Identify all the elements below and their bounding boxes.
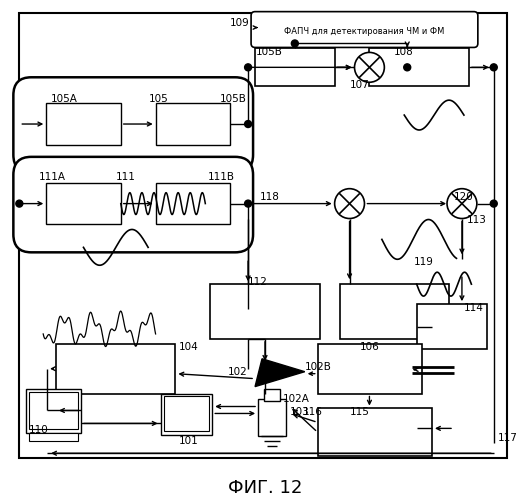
Text: 102: 102	[228, 366, 248, 376]
Bar	[417, 304, 487, 349]
Text: 102A: 102A	[283, 394, 310, 404]
Text: 105: 105	[148, 94, 169, 104]
Text: 105B: 105B	[256, 48, 283, 58]
Text: 104: 104	[179, 342, 198, 352]
Text: ФИГ. 12: ФИГ. 12	[228, 479, 302, 497]
Bar	[156, 182, 230, 224]
Text: 118: 118	[260, 192, 280, 202]
Bar	[210, 284, 320, 339]
Bar	[264, 388, 280, 400]
Text: 105B: 105B	[220, 94, 247, 104]
Text: 111: 111	[116, 172, 136, 182]
Circle shape	[355, 52, 384, 82]
Circle shape	[490, 200, 497, 207]
Text: 111A: 111A	[39, 172, 66, 182]
Text: 101: 101	[179, 436, 198, 446]
Text: 102B: 102B	[305, 362, 332, 372]
Circle shape	[16, 200, 23, 207]
Bar	[164, 396, 209, 432]
Text: 108: 108	[394, 48, 414, 58]
Text: 112: 112	[248, 277, 268, 287]
Text: 113: 113	[467, 214, 487, 224]
Circle shape	[447, 188, 477, 218]
Text: 107: 107	[350, 80, 369, 90]
Bar	[369, 48, 469, 86]
Bar	[161, 394, 213, 436]
Text: ФАПЧ для детектирования ЧМ и ФМ: ФАПЧ для детектирования ЧМ и ФМ	[284, 27, 445, 36]
Bar	[255, 48, 334, 86]
FancyBboxPatch shape	[251, 12, 478, 48]
Bar	[56, 344, 175, 394]
Circle shape	[245, 200, 252, 207]
Circle shape	[334, 188, 365, 218]
Bar	[19, 12, 507, 458]
Bar	[258, 398, 286, 436]
Circle shape	[490, 64, 497, 71]
Circle shape	[245, 120, 252, 128]
Bar	[340, 284, 449, 339]
Text: 109: 109	[230, 18, 250, 28]
Circle shape	[404, 64, 411, 71]
Bar	[317, 344, 422, 394]
Text: 120: 120	[454, 192, 474, 202]
Text: 105A: 105A	[51, 94, 78, 104]
FancyBboxPatch shape	[13, 78, 253, 173]
Text: 119: 119	[414, 258, 434, 268]
Text: 103: 103	[290, 406, 310, 416]
Text: 111B: 111B	[208, 172, 235, 182]
Bar	[26, 388, 81, 434]
Bar	[29, 392, 78, 430]
Text: 115: 115	[350, 406, 369, 416]
Circle shape	[245, 64, 252, 71]
Text: 110: 110	[29, 426, 49, 436]
Text: 116: 116	[303, 406, 323, 416]
FancyBboxPatch shape	[13, 157, 253, 252]
Bar	[29, 434, 78, 442]
Bar	[46, 182, 121, 224]
Circle shape	[292, 40, 298, 47]
Bar	[317, 408, 432, 456]
Bar	[156, 103, 230, 145]
Polygon shape	[255, 359, 305, 386]
Text: 117: 117	[498, 434, 518, 444]
Text: 114: 114	[464, 303, 484, 313]
Text: 106: 106	[359, 342, 379, 352]
Bar	[46, 103, 121, 145]
